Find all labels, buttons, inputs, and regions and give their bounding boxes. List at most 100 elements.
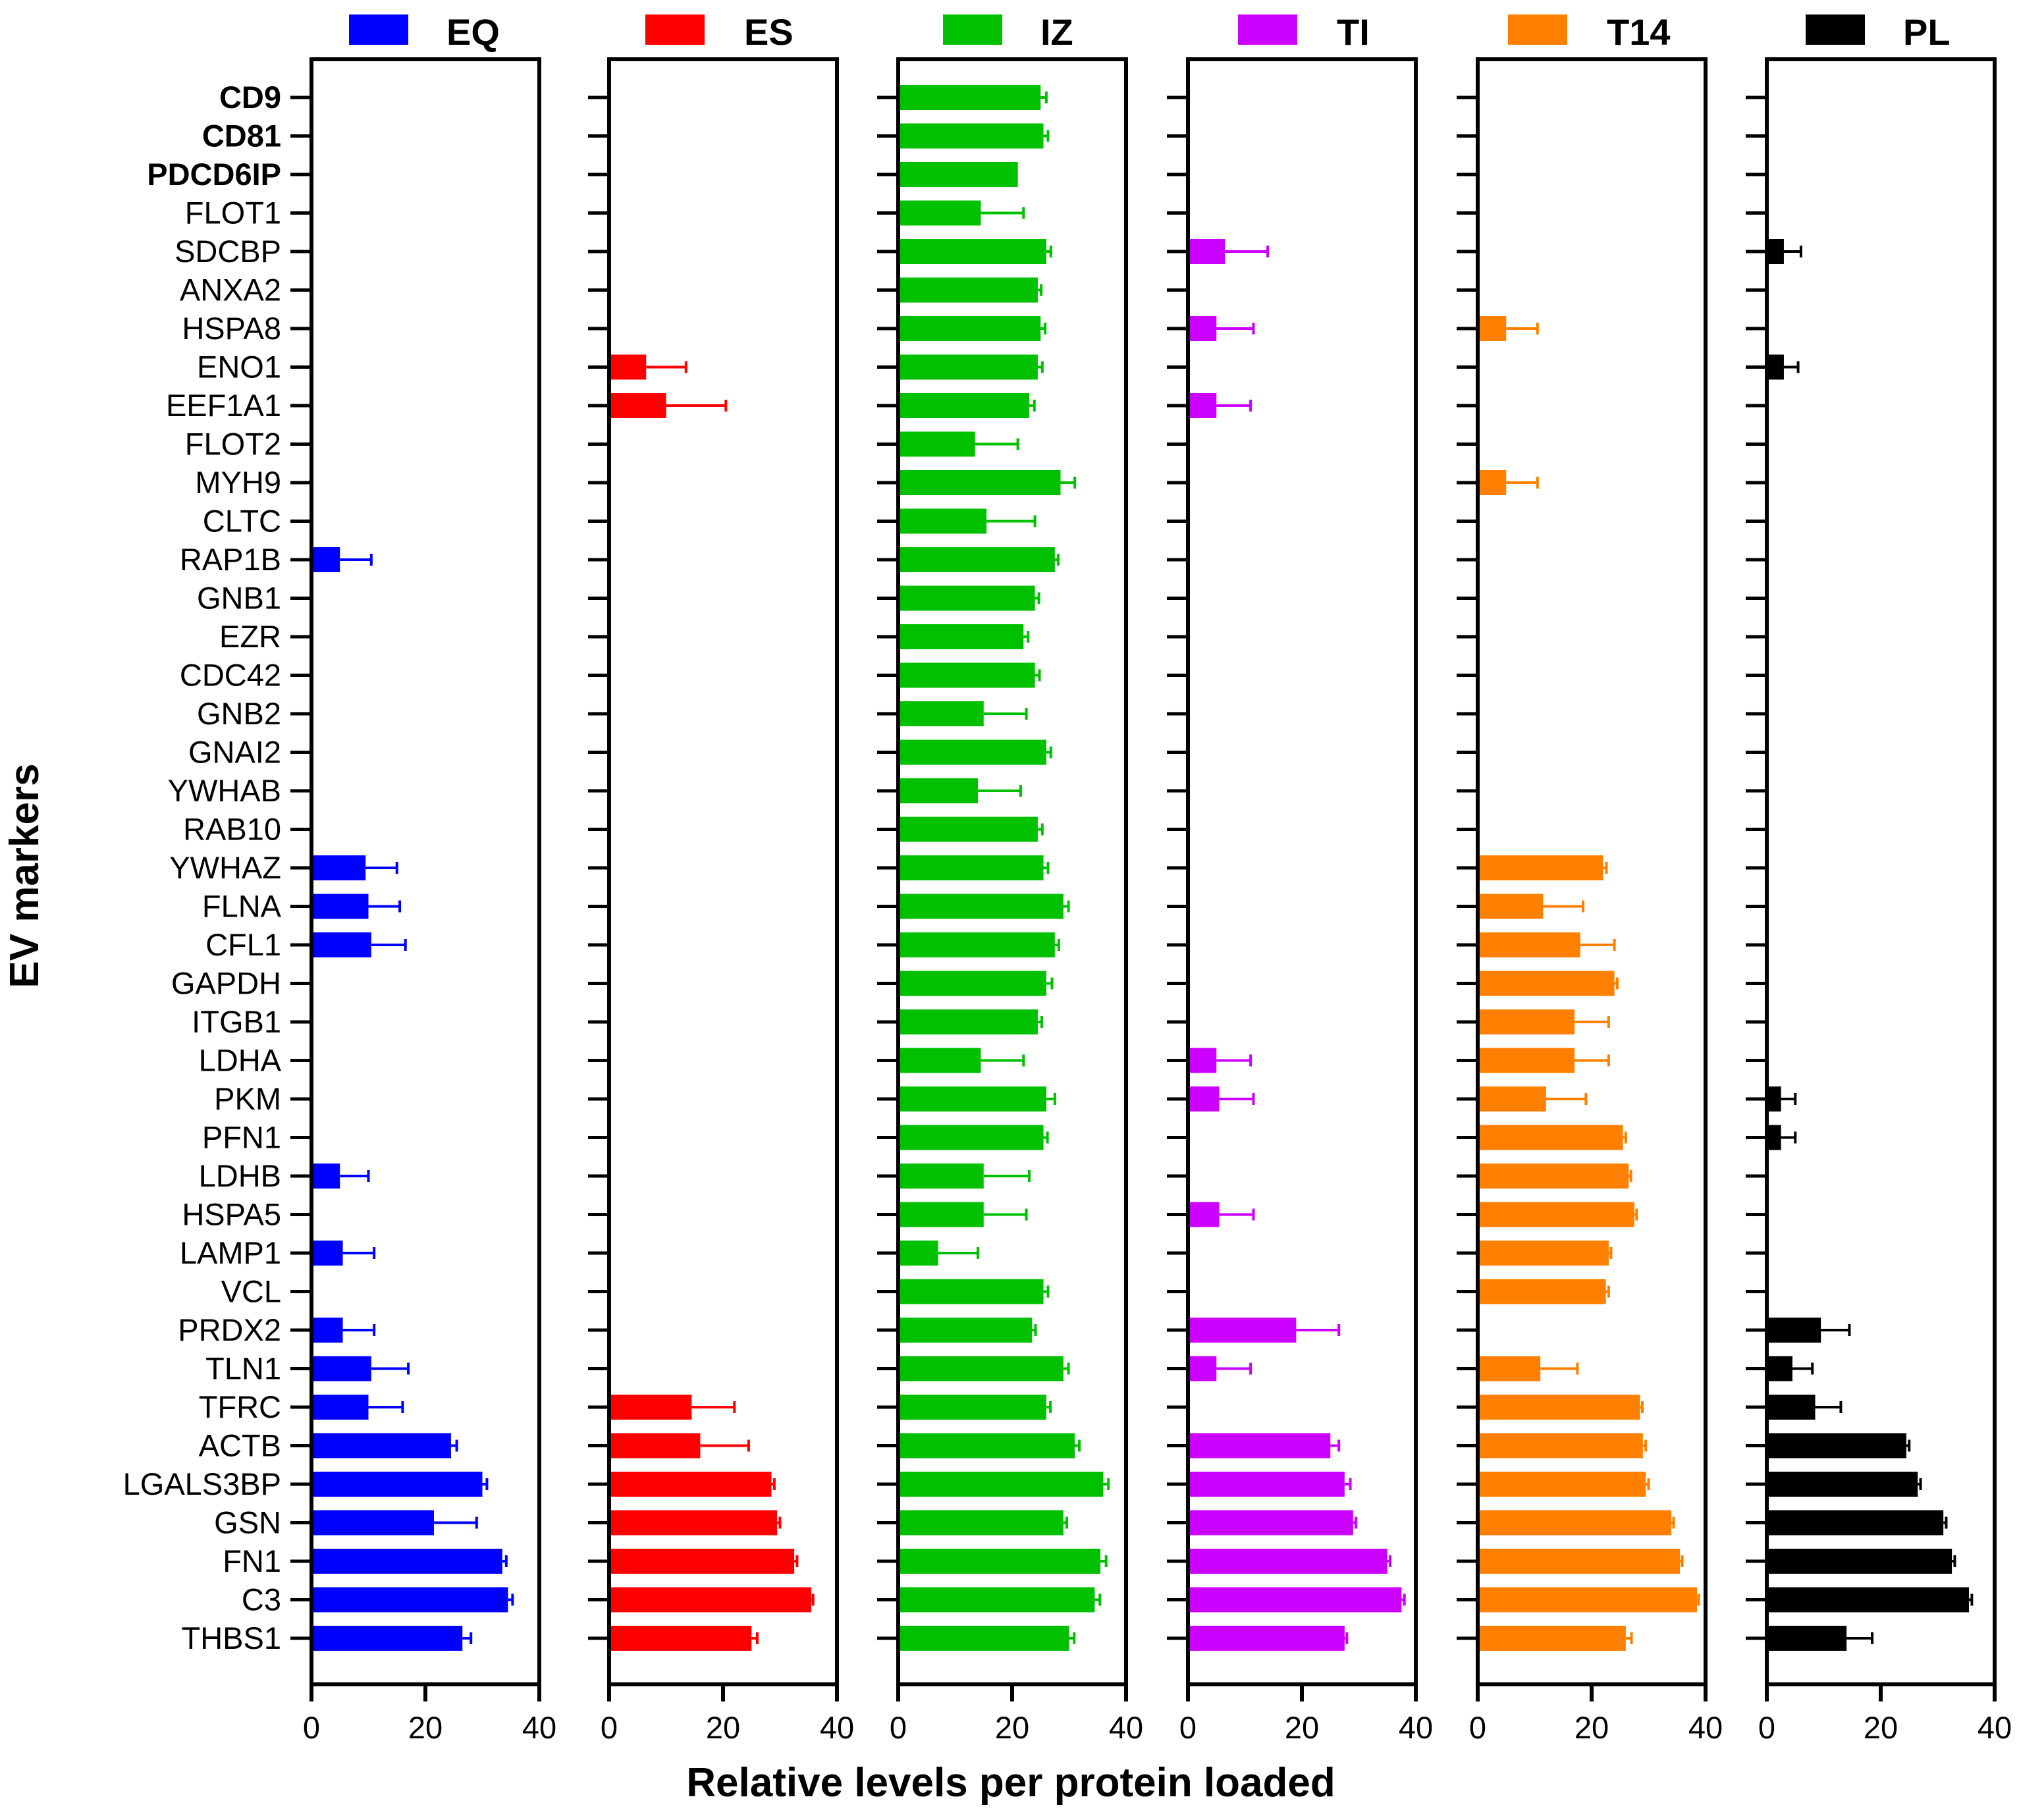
- category-label-sdcbp: SDCBP: [175, 234, 281, 269]
- category-label-flot2: FLOT2: [185, 427, 281, 462]
- bar-iz-tln1: [898, 1356, 1063, 1381]
- errorbar-iz-pfn1: [1043, 1131, 1049, 1144]
- bar-iz-c3: [898, 1587, 1095, 1613]
- bar-eq-tln1: [311, 1356, 371, 1381]
- errorbar-t14-gapdh: [1614, 977, 1619, 990]
- y-axis-title: EV markers: [2, 763, 47, 988]
- category-label-gnb1: GNB1: [197, 581, 281, 616]
- bar-iz-vcl: [898, 1279, 1044, 1304]
- bar-iz-rab10: [898, 816, 1038, 842]
- category-label-c3: C3: [242, 1582, 281, 1617]
- bar-iz-pfn1: [898, 1125, 1044, 1150]
- bar-t14-hspa5: [1478, 1202, 1634, 1227]
- errorbar-eq-lamp1: [342, 1247, 376, 1259]
- panel-pl: 0 20 40: [1746, 57, 2012, 1745]
- bar-pl-actb: [1767, 1433, 1906, 1459]
- errorbar-iz-hspa8: [1040, 323, 1047, 335]
- errorbar-eq-cfl1: [371, 939, 407, 951]
- bar-pl-lgals3bp: [1767, 1472, 1918, 1497]
- x-axis-title: Relative levels per protein loaded: [686, 1760, 1335, 1806]
- errorbar-pl-pkm: [1781, 1093, 1797, 1105]
- bar-iz-thbs1: [898, 1626, 1069, 1651]
- errorbar-iz-cd9: [1040, 92, 1048, 103]
- y-ticks-ti: [1167, 95, 1188, 1640]
- bar-pl-pkm: [1767, 1086, 1781, 1111]
- bar-t14-ldhb: [1478, 1164, 1629, 1189]
- bar-iz-gapdh: [898, 971, 1046, 996]
- errorbar-es-gsn: [777, 1516, 782, 1529]
- bar-pl-tfrc: [1767, 1395, 1816, 1420]
- bar-pl-fn1: [1767, 1549, 1952, 1574]
- errorbar-iz-hspa5: [983, 1208, 1028, 1221]
- bar-es-fn1: [609, 1549, 795, 1574]
- bar-iz-prdx2: [898, 1318, 1033, 1343]
- bar-ti-pkm: [1188, 1086, 1220, 1111]
- errorbar-t14-tln1: [1540, 1362, 1579, 1375]
- bar-iz-rap1b: [898, 547, 1055, 572]
- bar-ti-sdcbp: [1188, 239, 1225, 264]
- errorbar-iz-ywhaz: [1043, 862, 1050, 874]
- bar-pl-prdx2: [1767, 1318, 1821, 1343]
- bar-iz-anxa2: [898, 277, 1038, 303]
- errorbar-ti-actb: [1330, 1439, 1341, 1452]
- x-tick-label-es-20: 20: [706, 1710, 740, 1745]
- bar-pl-eno1: [1767, 354, 1784, 380]
- legend-label-es: ES: [744, 11, 794, 53]
- bar-t14-pfn1: [1478, 1125, 1623, 1150]
- errorbar-ti-gsn: [1353, 1516, 1358, 1529]
- bar-t14-fn1: [1478, 1549, 1681, 1574]
- bar-t14-vcl: [1478, 1279, 1606, 1304]
- bar-eq-fn1: [311, 1549, 502, 1574]
- errorbar-iz-cd81: [1043, 130, 1050, 142]
- errorbar-iz-flot2: [975, 438, 1019, 450]
- errorbar-t14-ldhb: [1629, 1170, 1632, 1182]
- errorbar-es-eno1: [646, 361, 687, 373]
- legend: EQ ES IZ TI T14 PL: [349, 11, 1951, 53]
- errorbar-es-c3: [811, 1593, 815, 1606]
- bar-t14-cfl1: [1478, 932, 1580, 957]
- errorbar-iz-cdc42: [1035, 669, 1041, 682]
- errorbar-t14-myh9: [1506, 477, 1539, 489]
- x-tick-label-eq-40: 40: [522, 1710, 556, 1745]
- bar-iz-eno1: [898, 354, 1038, 380]
- bar-t14-tln1: [1478, 1356, 1541, 1381]
- x-tick-label-t14-40: 40: [1688, 1710, 1723, 1745]
- errorbar-pl-sdcbp: [1783, 246, 1802, 257]
- errorbar-pl-actb: [1906, 1439, 1911, 1452]
- errorbar-ti-sdcbp: [1225, 246, 1270, 257]
- bar-iz-flot2: [898, 431, 975, 457]
- category-label-thbs1: THBS1: [182, 1620, 282, 1655]
- errorbar-t14-vcl: [1605, 1285, 1610, 1298]
- errorbar-ti-c3: [1401, 1593, 1406, 1606]
- errorbar-ti-lgals3bp: [1344, 1478, 1352, 1490]
- errorbar-t14-hspa5: [1634, 1208, 1638, 1221]
- bar-pl-sdcbp: [1767, 239, 1784, 264]
- bar-es-eno1: [609, 354, 647, 380]
- errorbar-pl-pfn1: [1781, 1131, 1797, 1144]
- category-label-cd81: CD81: [202, 119, 281, 153]
- bar-eq-actb: [311, 1433, 451, 1459]
- errorbar-t14-lgals3bp: [1646, 1478, 1650, 1490]
- bar-iz-itgb1: [898, 1009, 1038, 1034]
- errorbar-iz-flot1: [981, 207, 1025, 219]
- bar-t14-hspa8: [1478, 316, 1507, 341]
- bar-pl-c3: [1767, 1587, 1970, 1613]
- bar-pl-gsn: [1767, 1510, 1944, 1536]
- bar-es-tfrc: [609, 1395, 692, 1420]
- category-label-cfl1: CFL1: [205, 927, 281, 962]
- bar-ti-prdx2: [1188, 1318, 1297, 1343]
- bar-eq-lgals3bp: [311, 1472, 483, 1497]
- errorbar-eq-ywhaz: [365, 862, 398, 874]
- errorbar-iz-cfl1: [1054, 939, 1060, 951]
- legend-swatch-es: [645, 14, 705, 45]
- bar-iz-pdcd6ip: [898, 162, 1018, 187]
- errorbar-eq-flna: [368, 900, 402, 913]
- bar-ti-c3: [1188, 1587, 1402, 1613]
- panel-ti: 0 20 40: [1167, 57, 1433, 1745]
- bar-iz-tfrc: [898, 1395, 1046, 1420]
- category-label-pfn1: PFN1: [202, 1120, 281, 1155]
- y-ticks-es: [588, 95, 609, 1640]
- bar-es-eef1a1: [609, 393, 666, 418]
- x-tick-label-ti-20: 20: [1285, 1710, 1319, 1745]
- errorbar-pl-tfrc: [1815, 1401, 1843, 1413]
